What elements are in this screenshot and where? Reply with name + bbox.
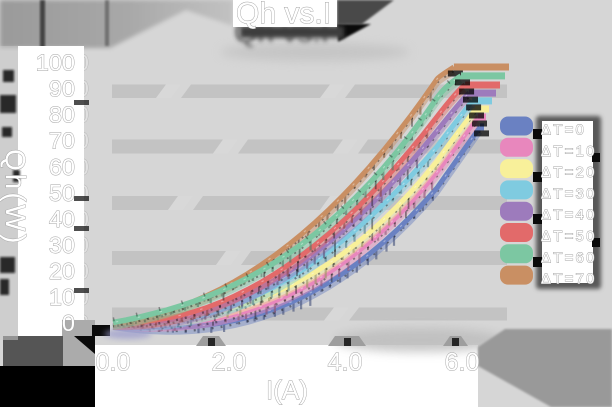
svg-text:50: 50 bbox=[49, 180, 75, 206]
svg-text:ΔT=70: ΔT=70 bbox=[541, 271, 597, 288]
svg-text:100: 100 bbox=[36, 50, 75, 76]
svg-text:0.0: 0.0 bbox=[96, 349, 131, 377]
svg-text:ΔT=20: ΔT=20 bbox=[541, 164, 597, 181]
svg-text:6.0: 6.0 bbox=[445, 349, 480, 377]
svg-text:Qh(W): Qh(W) bbox=[0, 149, 31, 246]
svg-text:4.0: 4.0 bbox=[328, 349, 363, 377]
svg-text:2.0: 2.0 bbox=[212, 349, 247, 377]
svg-text:ΔT=30: ΔT=30 bbox=[541, 185, 597, 202]
svg-text:0: 0 bbox=[62, 310, 75, 336]
svg-text:40: 40 bbox=[49, 206, 75, 232]
svg-text:90: 90 bbox=[49, 76, 75, 102]
svg-text:30: 30 bbox=[49, 232, 75, 258]
svg-text:ΔT=60: ΔT=60 bbox=[541, 249, 597, 266]
svg-text:Qh vs.I: Qh vs.I bbox=[236, 0, 331, 30]
svg-text:ΔT=10: ΔT=10 bbox=[541, 143, 597, 160]
svg-text:60: 60 bbox=[49, 154, 75, 180]
svg-text:10: 10 bbox=[49, 284, 75, 310]
svg-text:ΔT=40: ΔT=40 bbox=[541, 207, 597, 224]
svg-text:70: 70 bbox=[49, 128, 75, 154]
svg-text:ΔT=0: ΔT=0 bbox=[541, 122, 586, 139]
svg-text:80: 80 bbox=[49, 102, 75, 128]
svg-text:20: 20 bbox=[49, 258, 75, 284]
svg-text:ΔT=50: ΔT=50 bbox=[541, 228, 597, 245]
svg-text:I(A): I(A) bbox=[266, 375, 308, 405]
